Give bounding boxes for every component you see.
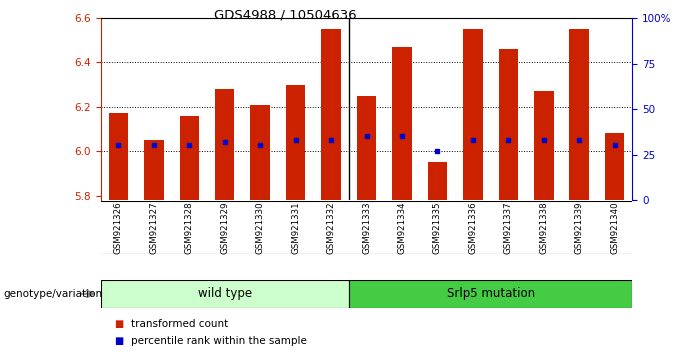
Bar	[180, 116, 199, 200]
Bar	[569, 29, 589, 200]
Bar	[392, 47, 411, 200]
Text: transformed count: transformed count	[131, 319, 228, 329]
Bar	[498, 49, 518, 200]
Bar	[215, 89, 235, 200]
Bar	[349, 280, 632, 308]
Text: GSM921330: GSM921330	[256, 201, 265, 254]
Bar	[109, 114, 128, 200]
Text: GSM921331: GSM921331	[291, 201, 300, 254]
Bar	[463, 29, 483, 200]
Text: ■: ■	[114, 336, 124, 346]
Text: GSM921339: GSM921339	[575, 201, 583, 254]
Text: GSM921340: GSM921340	[610, 201, 619, 254]
Text: GSM921329: GSM921329	[220, 201, 229, 254]
Text: genotype/variation: genotype/variation	[3, 289, 103, 299]
Text: GSM921328: GSM921328	[185, 201, 194, 254]
Text: GDS4988 / 10504636: GDS4988 / 10504636	[214, 9, 357, 22]
Bar	[286, 85, 305, 200]
Text: wild type: wild type	[198, 287, 252, 300]
Text: GSM921327: GSM921327	[150, 201, 158, 254]
Bar	[250, 104, 270, 200]
Text: GSM921334: GSM921334	[398, 201, 407, 254]
Text: GSM921337: GSM921337	[504, 201, 513, 254]
Bar	[322, 29, 341, 200]
Bar	[534, 91, 554, 200]
Text: GSM921326: GSM921326	[114, 201, 123, 254]
Text: GSM921335: GSM921335	[433, 201, 442, 254]
Bar	[605, 133, 624, 200]
Text: ■: ■	[114, 319, 124, 329]
Text: GSM921332: GSM921332	[326, 201, 335, 254]
Text: Srlp5 mutation: Srlp5 mutation	[447, 287, 534, 300]
Text: GSM921333: GSM921333	[362, 201, 371, 254]
Text: GSM921338: GSM921338	[539, 201, 548, 254]
Bar	[428, 162, 447, 200]
Text: percentile rank within the sample: percentile rank within the sample	[131, 336, 307, 346]
Bar	[101, 280, 349, 308]
Bar	[144, 140, 164, 200]
Bar	[357, 96, 376, 200]
Text: GSM921336: GSM921336	[469, 201, 477, 254]
